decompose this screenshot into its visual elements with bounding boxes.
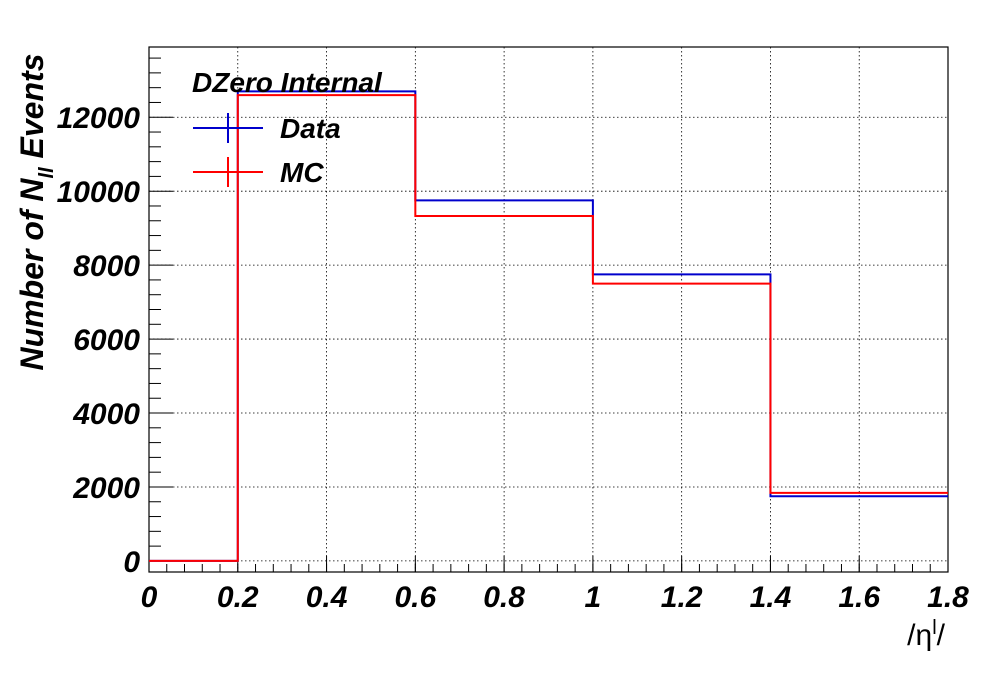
x-tick-label: 0 xyxy=(141,581,158,614)
x-tick-label: 1.4 xyxy=(750,581,792,614)
y-tick-label: 4000 xyxy=(72,398,140,431)
legend-data-label: Data xyxy=(280,113,341,144)
series-group xyxy=(149,90,948,562)
y-tick-label: 2000 xyxy=(72,472,140,505)
x-axis-title: /ηl/ xyxy=(907,617,945,652)
legend: Data MC xyxy=(193,113,341,188)
x-tick-label: 0.2 xyxy=(217,581,259,614)
y-tick-label: 8000 xyxy=(73,250,140,283)
y-tick-label: 12000 xyxy=(57,102,141,135)
x-tick-label: 1 xyxy=(585,581,602,614)
y-tick-label: 0 xyxy=(123,546,140,579)
x-tick-label: 1.6 xyxy=(838,581,880,614)
series-mc-step xyxy=(149,94,948,562)
x-tick-label: 0.4 xyxy=(306,581,348,614)
x-tick-label: 0.8 xyxy=(483,581,525,614)
series-data-step xyxy=(149,90,948,562)
y-tick-labels: 0 2000 4000 6000 8000 10000 12000 xyxy=(57,102,141,579)
axis-ticks xyxy=(148,57,949,572)
x-tick-label: 1.2 xyxy=(661,581,703,614)
x-tick-label: 0.6 xyxy=(394,581,436,614)
y-tick-label: 10000 xyxy=(57,176,141,209)
x-tick-label: 1.8 xyxy=(927,581,969,614)
annotation-label: DZero Internal xyxy=(192,67,383,98)
grid-lines xyxy=(149,47,948,572)
x-tick-labels: 0 0.2 0.4 0.6 0.8 1 1.2 1.4 1.6 1.8 xyxy=(141,581,970,614)
y-axis-title: Number of Nll Events xyxy=(14,54,58,371)
legend-mc-label: MC xyxy=(280,157,324,188)
y-tick-label: 6000 xyxy=(73,324,140,357)
